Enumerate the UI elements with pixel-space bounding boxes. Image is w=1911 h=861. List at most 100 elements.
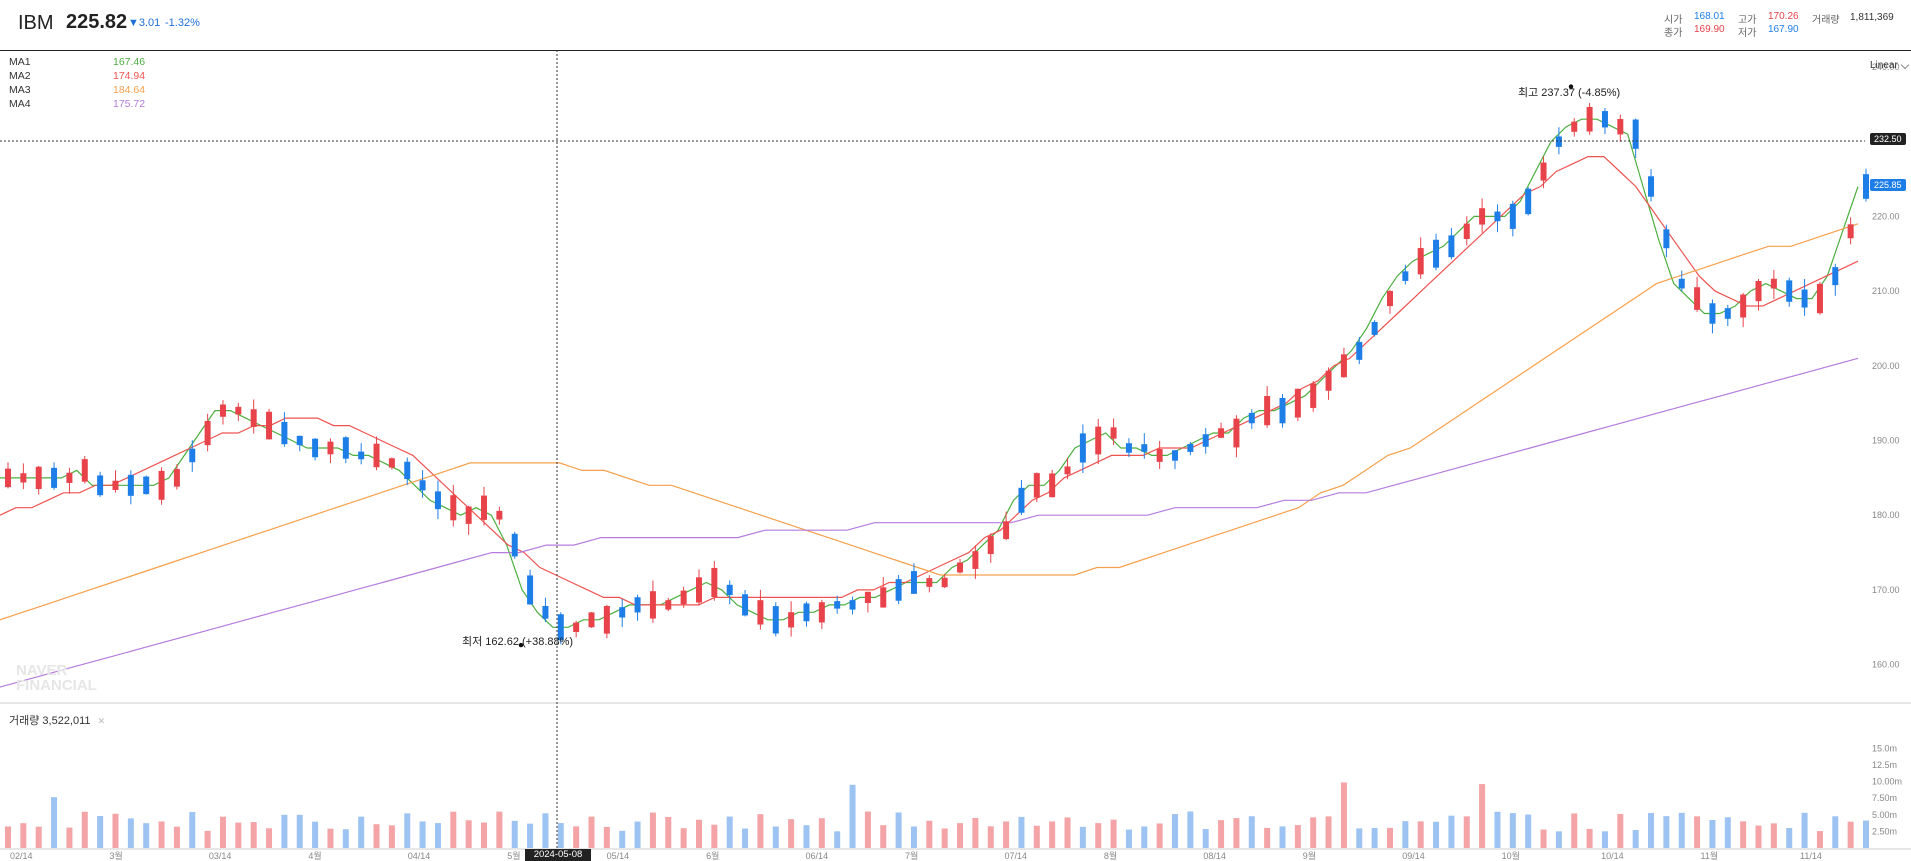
candle-body <box>1095 426 1102 455</box>
candle-body <box>1356 341 1363 360</box>
volume-bar <box>1448 815 1455 848</box>
volume-bar <box>818 818 825 848</box>
volume-bar <box>757 814 764 848</box>
candle-body <box>1110 427 1117 439</box>
candle-body <box>419 480 426 491</box>
volume-bar <box>235 822 242 848</box>
candle-body <box>127 474 134 496</box>
candle-body <box>1218 428 1225 438</box>
volume-bar <box>1110 819 1117 848</box>
volume-bar <box>1847 821 1854 848</box>
candle-body <box>588 612 595 628</box>
candle-body <box>957 562 964 573</box>
volume-bar <box>404 813 411 848</box>
volume-bar <box>1755 825 1762 848</box>
candle-body <box>81 459 88 482</box>
candle-body <box>189 448 196 463</box>
volume-bar <box>1187 811 1194 848</box>
volume-bar <box>465 820 472 848</box>
candle-body <box>742 594 749 616</box>
candle-body <box>1494 211 1501 222</box>
candle-body <box>1786 280 1793 302</box>
candle-body <box>1801 289 1808 308</box>
ma-legend-row[interactable]: MA1 167.46 <box>9 56 149 70</box>
volume-bar <box>388 825 395 848</box>
candle-body <box>404 461 411 480</box>
candle-body <box>757 600 764 625</box>
volume-bar <box>1724 817 1731 848</box>
ma-value: 175.72 <box>113 98 146 110</box>
x-tick-label: 11월 <box>1701 850 1719 861</box>
candle-body <box>173 469 180 487</box>
candle-body <box>1448 235 1455 258</box>
scale-mode-button[interactable]: Linear <box>1870 60 1898 71</box>
candle-body <box>1402 271 1409 281</box>
candle-body <box>112 480 119 490</box>
candle-body <box>1571 121 1578 132</box>
volume-bar <box>834 831 841 848</box>
volume-bar <box>1325 816 1332 848</box>
ma-legend-row[interactable]: MA4 175.72 <box>9 98 149 112</box>
volume-bar <box>219 816 226 848</box>
volume-bar <box>726 816 733 848</box>
candle-body <box>266 411 273 440</box>
candle-body <box>818 602 825 623</box>
candle-body <box>1279 397 1286 424</box>
candle-body <box>1709 303 1716 324</box>
volume-bar <box>1678 812 1685 848</box>
candle-body <box>1740 294 1747 318</box>
x-tick-label: 10월 <box>1502 850 1520 861</box>
volume-bar <box>634 821 641 848</box>
ma-legend-row[interactable]: MA2 174.94 <box>9 70 149 84</box>
candle-body <box>880 587 887 608</box>
close-icon[interactable]: ✕ <box>97 716 106 726</box>
volume-bar <box>1141 826 1148 848</box>
price-tick-label: 220.00 <box>1872 211 1900 221</box>
volume-bar <box>204 830 211 848</box>
volume-bar <box>112 813 119 848</box>
volume-bar <box>542 813 549 848</box>
price-tick-label: 180.00 <box>1872 510 1900 520</box>
volume-bar <box>772 826 779 848</box>
volume-bar <box>281 814 288 848</box>
last-price: 225.82 <box>66 11 128 33</box>
candle-body <box>1770 278 1777 289</box>
volume-bar <box>266 828 273 848</box>
volume-bar <box>1648 813 1655 848</box>
ma-name: MA4 <box>9 98 31 110</box>
ma-line-ma1 <box>0 118 1859 628</box>
candle-body <box>204 420 211 446</box>
volume-bar <box>1125 829 1132 848</box>
volume-title: 거래량 3,522,011 ✕ <box>9 712 105 728</box>
candle-body <box>1433 239 1440 268</box>
candle-body <box>5 468 11 488</box>
candle-body <box>603 605 610 634</box>
x-tick-label: 3월 <box>109 850 122 861</box>
candle-body <box>1694 287 1701 310</box>
volume-bar <box>250 822 257 848</box>
candle-body <box>910 571 917 594</box>
price-tick-label: 160.00 <box>1872 660 1900 670</box>
volume-bar <box>957 823 964 848</box>
candle-body <box>1417 248 1424 275</box>
volume-bar <box>1279 826 1286 848</box>
x-tick-label: 10/14 <box>1601 851 1624 861</box>
x-tick-label: 06/14 <box>806 851 829 861</box>
candle-body <box>97 475 104 496</box>
candle-body <box>1340 354 1347 378</box>
volume-bar <box>1156 823 1163 848</box>
candle-body <box>1586 106 1593 132</box>
candle-body <box>1509 203 1516 229</box>
candle-body <box>1648 176 1655 197</box>
volume-bar <box>742 828 749 848</box>
volume-bar <box>358 816 365 848</box>
candle-body <box>1525 188 1532 215</box>
volume-bar <box>1571 813 1578 848</box>
volume-bar <box>1172 814 1179 848</box>
volume-bar <box>127 818 134 848</box>
volume-bar <box>51 797 58 848</box>
ma-legend-row[interactable]: MA3 184.64 <box>9 84 149 98</box>
candle-body <box>1540 162 1547 181</box>
volume-bar <box>327 828 334 848</box>
